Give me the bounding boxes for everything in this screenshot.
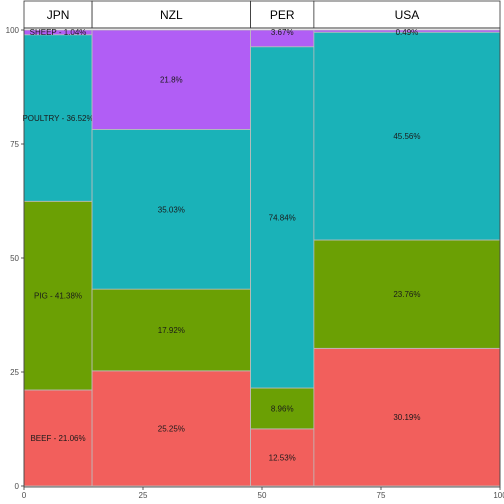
segment-usa-pig xyxy=(313,239,501,349)
segment-nzl-beef xyxy=(91,370,251,487)
x-tick-label-75: 75 xyxy=(377,491,386,500)
segment-label-jpn-beef: BEEF - 21.06% xyxy=(30,434,85,443)
segment-label-per-poultry: 74.84% xyxy=(269,213,296,222)
segment-label-per-beef: 12.53% xyxy=(269,453,296,462)
segment-per-poultry xyxy=(250,46,315,389)
segment-label-jpn-sheep: SHEEP - 1.04% xyxy=(30,28,87,37)
y-tick-label-100: 100 xyxy=(6,26,20,35)
segment-label-usa-pig: 23.76% xyxy=(393,290,420,299)
x-tick-label-100: 100 xyxy=(493,491,504,500)
segment-nzl-sheep xyxy=(91,29,251,130)
segment-label-usa-poultry: 45.56% xyxy=(393,132,420,141)
segment-jpn-poultry xyxy=(23,34,93,202)
facet-label-per: PER xyxy=(270,8,295,22)
segment-jpn-beef xyxy=(23,389,93,487)
segment-label-per-pig: 8.96% xyxy=(271,404,294,413)
segment-usa-beef xyxy=(313,347,501,487)
segment-label-nzl-beef: 25.25% xyxy=(158,424,185,433)
y-tick-label-50: 50 xyxy=(10,254,19,263)
facet-strip-jpn xyxy=(23,0,93,29)
segment-per-beef xyxy=(250,428,315,487)
segment-label-nzl-sheep: 21.8% xyxy=(160,76,183,85)
segment-usa-poultry xyxy=(313,31,501,241)
facet-label-usa: USA xyxy=(395,8,420,22)
x-tick-label-25: 25 xyxy=(139,491,148,500)
x-tick-label-0: 0 xyxy=(22,491,27,500)
segment-label-nzl-pig: 17.92% xyxy=(158,326,185,335)
segment-nzl-poultry xyxy=(91,129,251,290)
segment-label-jpn-pig: PIG - 41.38% xyxy=(34,292,82,301)
facet-label-jpn: JPN xyxy=(47,8,70,22)
x-tick-label-50: 50 xyxy=(258,491,267,500)
facet-label-nzl: NZL xyxy=(160,8,183,22)
segment-per-pig xyxy=(250,387,315,430)
segment-label-nzl-poultry: 35.03% xyxy=(158,205,185,214)
segment-label-jpn-poultry: POULTRY - 36.52% xyxy=(22,114,93,123)
facet-strip-nzl xyxy=(91,0,251,29)
segment-label-per-sheep: 3.67% xyxy=(271,28,294,37)
y-tick-label-0: 0 xyxy=(15,482,20,491)
segment-label-usa-beef: 30.19% xyxy=(393,413,420,422)
y-tick-label-25: 25 xyxy=(10,368,19,377)
segment-label-usa-sheep: 0.49% xyxy=(396,28,419,37)
facet-strip-usa xyxy=(313,0,501,29)
y-tick-label-75: 75 xyxy=(10,140,19,149)
segment-nzl-pig xyxy=(91,288,251,372)
